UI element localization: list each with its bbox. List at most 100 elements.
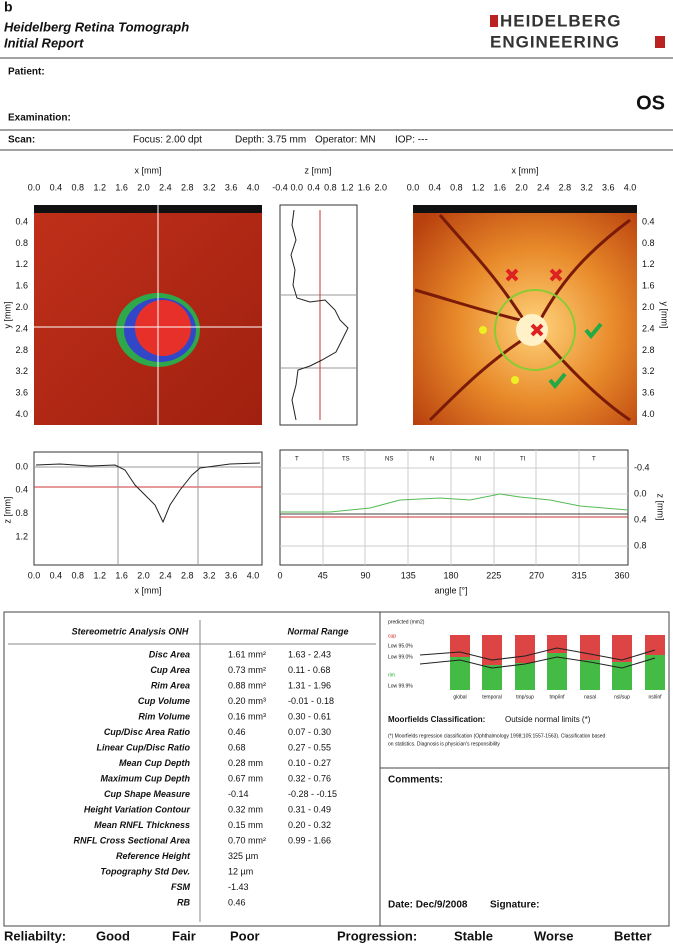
sector-label: NS xyxy=(385,457,393,463)
parameter-value: 1.61 mm² xyxy=(228,649,266,659)
tick-label: 3.6 xyxy=(225,182,238,192)
tick-label: 0.4 xyxy=(642,216,655,226)
parameter-value: 0.67 mm xyxy=(228,773,263,783)
tick-label: 0.4 xyxy=(428,182,441,192)
logo-text: HEIDELBERG xyxy=(500,11,621,30)
sector-label: tmp/inf xyxy=(549,694,565,700)
parameter-name: Maximum Cup Depth xyxy=(100,773,190,783)
table-header: Stereometric Analysis ONH xyxy=(72,626,189,636)
examination-label: Examination: xyxy=(8,113,71,124)
signature-label: Signature: xyxy=(490,900,539,911)
normal-range: 0.32 - 0.76 xyxy=(288,773,331,783)
tick-label: 360 xyxy=(614,570,629,580)
tick-label: 2.4 xyxy=(537,182,550,192)
axis-label: z [mm] xyxy=(305,165,332,175)
tick-label: 1.2 xyxy=(341,182,354,192)
tick-label: 2.0 xyxy=(15,302,28,312)
parameter-name: RB xyxy=(177,897,190,907)
contour-plot xyxy=(279,449,629,566)
sector-label: NI xyxy=(475,457,481,463)
parameter-name: Topography Std Dev. xyxy=(100,866,190,876)
legend-label: Low 99.9% xyxy=(388,683,413,689)
tick-label: 2.0 xyxy=(137,182,150,192)
tick-label: 1.2 xyxy=(15,259,28,269)
axis-label: x [mm] xyxy=(135,165,162,175)
vertical-profile xyxy=(279,204,358,426)
tick-label: 2.4 xyxy=(159,570,172,580)
tick-label: 0.0 xyxy=(634,488,647,498)
tick-label: 0.8 xyxy=(15,238,28,248)
tick-label: 0.8 xyxy=(15,508,28,518)
tick-label: 0.4 xyxy=(50,570,63,580)
parameter-value: 0.70 mm² xyxy=(228,835,266,845)
sector-label: tmp/sup xyxy=(516,694,534,700)
parameter-name: Linear Cup/Disc Ratio xyxy=(96,742,190,752)
tick-label: 45 xyxy=(318,570,328,580)
progression-option: Worse xyxy=(534,928,574,943)
tick-label: 135 xyxy=(401,570,416,580)
reflectance-image xyxy=(413,205,637,425)
tick-label: 0.0 xyxy=(407,182,420,192)
tick-label: 3.2 xyxy=(203,182,216,192)
tick-label: 2.0 xyxy=(375,182,388,192)
tick-label: 0.8 xyxy=(642,238,655,248)
normal-range: 1.31 - 1.96 xyxy=(288,680,331,690)
tick-label: 1.6 xyxy=(494,182,507,192)
tick-label: 225 xyxy=(486,570,501,580)
tick-label: 3.6 xyxy=(225,570,238,580)
parameter-value: 0.88 mm² xyxy=(228,680,266,690)
tick-label: 1.2 xyxy=(642,259,655,269)
axis-label: angle [°] xyxy=(434,585,467,595)
progression-option: Stable xyxy=(454,928,493,943)
parameter-name: Rim Volume xyxy=(138,711,190,721)
tick-label: 180 xyxy=(443,570,458,580)
logo-mark xyxy=(490,15,665,48)
tick-label: 0.8 xyxy=(324,182,337,192)
parameter-name: FSM xyxy=(171,882,191,892)
parameter-name: RNFL Cross Sectional Area xyxy=(73,835,190,845)
scan-info: Scan: xyxy=(8,135,35,146)
tick-label: 2.0 xyxy=(137,570,150,580)
parameter-name: Cup/Disc Area Ratio xyxy=(104,727,191,737)
tick-label: 0.4 xyxy=(15,216,28,226)
reliability-option: Good xyxy=(96,928,130,943)
axis-label: x [mm] xyxy=(512,165,539,175)
tick-label: 2.0 xyxy=(515,182,528,192)
scan-info: IOP: --- xyxy=(395,135,428,146)
separators xyxy=(0,57,673,927)
tick-label: 315 xyxy=(572,570,587,580)
tick-label: 1.6 xyxy=(358,182,371,192)
legend-label: Low 99.0% xyxy=(388,654,413,660)
tick-label: 0.0 xyxy=(28,570,41,580)
table-header: Normal Range xyxy=(287,626,348,636)
sector-label: TS xyxy=(342,457,350,463)
normal-range: 1.63 - 2.43 xyxy=(288,649,331,659)
axis-label: y [mm] xyxy=(660,302,670,329)
tick-label: 0.0 xyxy=(15,461,28,471)
tick-label: 1.6 xyxy=(15,281,28,291)
tick-label: 1.2 xyxy=(15,531,28,541)
axis-label: y [mm] xyxy=(2,302,12,329)
tick-label: 3.2 xyxy=(642,366,655,376)
tick-label: 0.0 xyxy=(28,182,41,192)
parameter-value: 0.28 mm xyxy=(228,758,263,768)
legend-label: Low 95.0% xyxy=(388,643,413,649)
tick-label: 3.2 xyxy=(15,366,28,376)
normal-range: 0.10 - 0.27 xyxy=(288,758,331,768)
scan-info: Depth: 3.75 mm xyxy=(235,135,306,146)
panel-label: b xyxy=(4,0,13,15)
parameter-name: Disc Area xyxy=(149,649,190,659)
tick-label: 2.8 xyxy=(15,345,28,355)
tick-label: 1.6 xyxy=(642,281,655,291)
tick-label: 0.8 xyxy=(72,570,85,580)
tick-label: 0 xyxy=(277,570,282,580)
normal-range: 0.30 - 0.61 xyxy=(288,711,331,721)
report-title: Heidelberg Retina Tomograph xyxy=(4,19,189,34)
progression-option: Better xyxy=(614,928,652,943)
axis-label: z [mm] xyxy=(656,494,666,521)
parameter-value: 0.32 mm xyxy=(228,804,263,814)
scan-info: Operator: MN xyxy=(315,135,376,146)
parameter-value: 0.68 xyxy=(228,742,246,752)
parameter-name: Mean RNFL Thickness xyxy=(94,820,190,830)
